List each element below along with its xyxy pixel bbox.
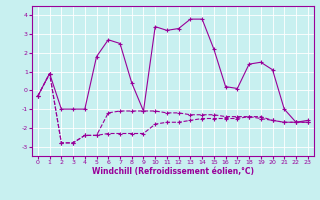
X-axis label: Windchill (Refroidissement éolien,°C): Windchill (Refroidissement éolien,°C) [92, 167, 254, 176]
